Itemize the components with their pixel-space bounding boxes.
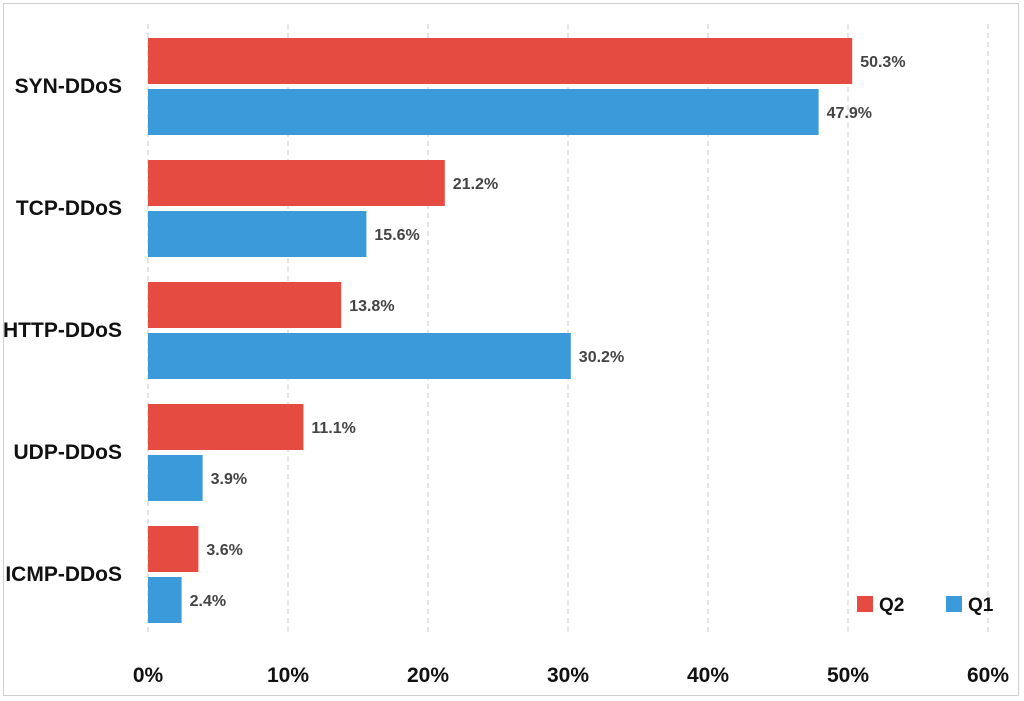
data-label: 15.6% — [374, 227, 419, 244]
legend-swatch-q1 — [946, 596, 962, 612]
x-tick-label: 10% — [267, 664, 309, 687]
bar-q1-udp-ddos — [148, 455, 203, 501]
x-tick-label: 60% — [967, 664, 1009, 687]
legend-label-q2: Q2 — [879, 595, 904, 616]
category-labels: SYN-DDoS TCP-DDoS HTTP-DDoS UDP-DDoS ICMP-DD… — [3, 75, 122, 586]
data-label: 50.3% — [860, 54, 905, 71]
bar-q1-icmp-ddos — [148, 577, 182, 623]
bar-q1-tcp-ddos — [148, 211, 367, 257]
bar-q2-tcp-ddos — [148, 160, 445, 206]
data-label: 2.4% — [190, 593, 226, 610]
data-label: 47.9% — [827, 105, 872, 122]
bars — [148, 38, 853, 623]
category-label: ICMP-DDoS — [5, 563, 122, 586]
x-axis-ticks: 0% 10% 20% 30% 40% 50% 60% — [133, 664, 1010, 687]
x-tick-label: 40% — [687, 664, 729, 687]
category-label: UDP-DDoS — [14, 441, 123, 464]
x-tick-label: 50% — [827, 664, 869, 687]
data-label: 3.6% — [206, 542, 242, 559]
bar-q2-syn-ddos — [148, 38, 853, 84]
category-label: SYN-DDoS — [15, 75, 122, 98]
x-tick-label: 0% — [133, 664, 164, 687]
bar-q2-icmp-ddos — [148, 526, 199, 572]
bar-q1-syn-ddos — [148, 89, 819, 135]
data-label: 3.9% — [211, 471, 247, 488]
data-labels: 50.3% 47.9% 21.2% 15.6% 13.8% 30.2% 11.1% 3.9% 3… — [190, 54, 906, 610]
bar-q1-http-ddos — [148, 333, 571, 379]
legend: Q2 Q1 — [857, 595, 994, 616]
legend-swatch-q2 — [857, 596, 873, 612]
category-label: HTTP-DDoS — [3, 319, 122, 342]
data-label: 13.8% — [349, 298, 394, 315]
data-label: 30.2% — [579, 349, 624, 366]
data-label: 21.2% — [453, 176, 498, 193]
x-tick-label: 20% — [407, 664, 449, 687]
bar-q2-http-ddos — [148, 282, 342, 328]
legend-label-q1: Q1 — [968, 595, 994, 616]
category-label: TCP-DDoS — [16, 197, 122, 220]
data-label: 11.1% — [311, 420, 355, 437]
x-tick-label: 30% — [547, 664, 589, 687]
bar-q2-udp-ddos — [148, 404, 304, 450]
